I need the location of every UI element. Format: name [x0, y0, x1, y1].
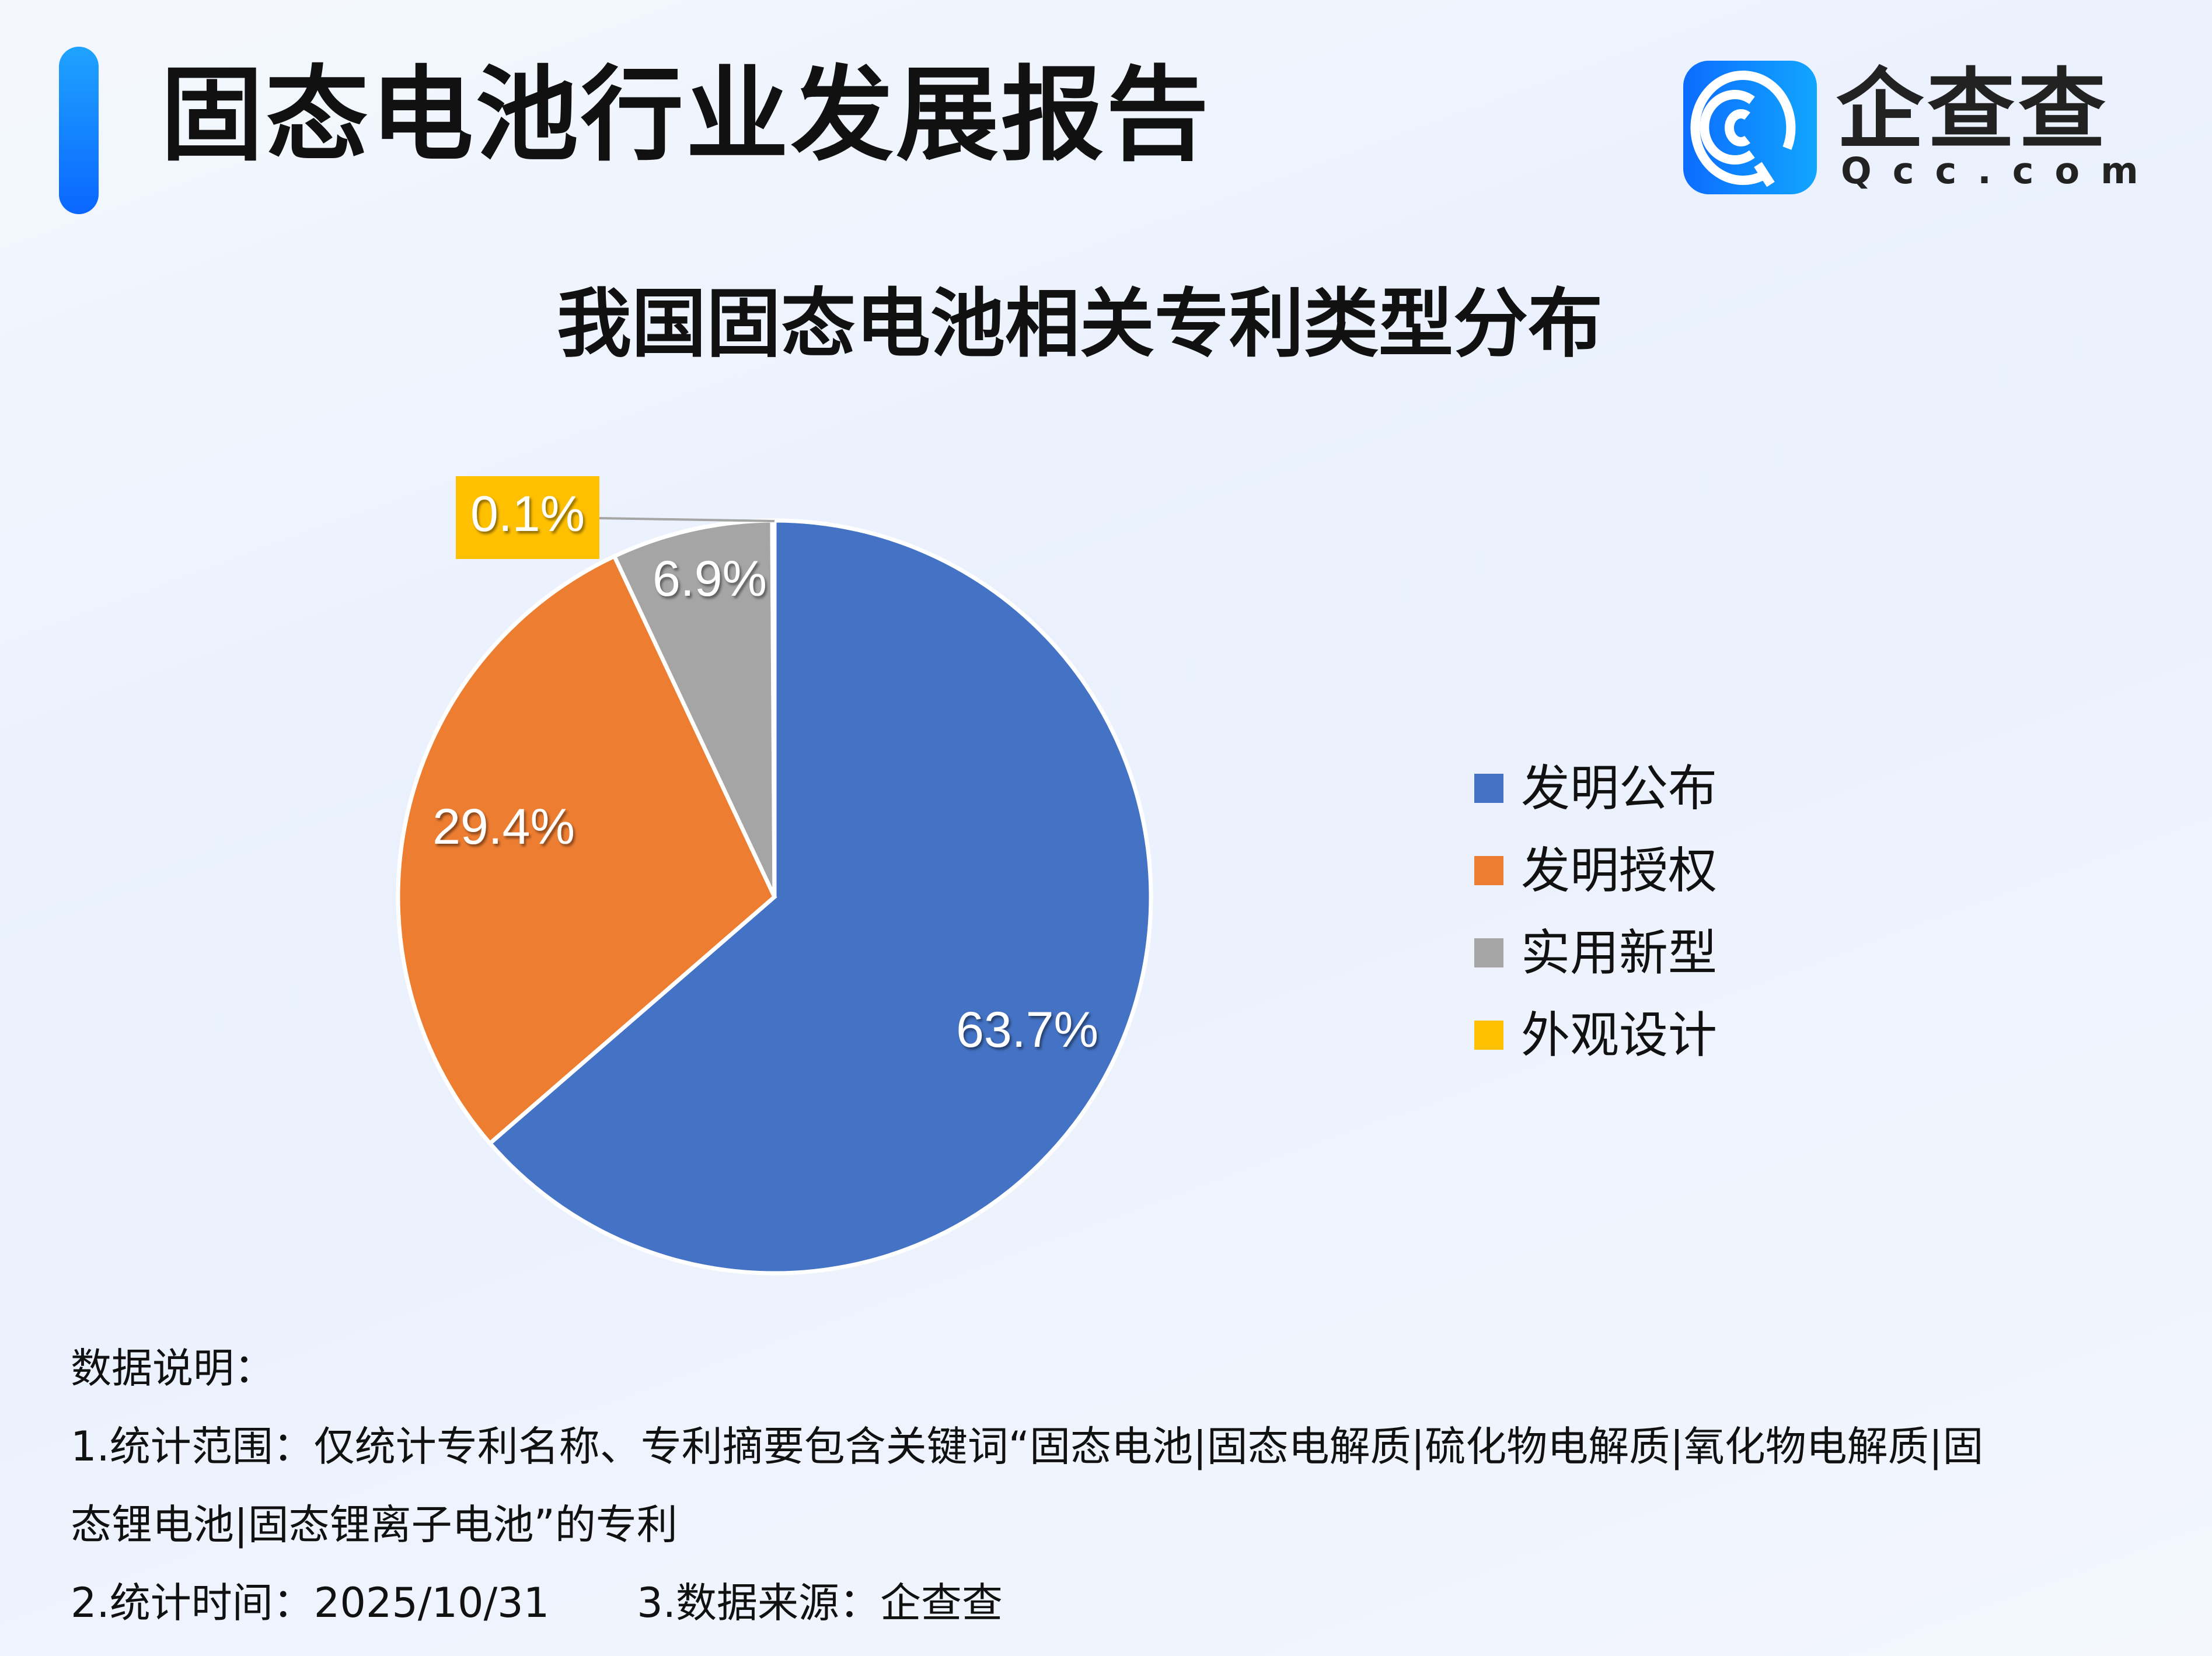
legend-swatch: [1474, 938, 1503, 967]
notes-time: 2.统计时间：2025/10/31: [71, 1579, 550, 1627]
legend-swatch: [1474, 855, 1503, 885]
data-label-3: 6.9%: [653, 551, 767, 607]
legend-swatch: [1474, 1020, 1503, 1050]
legend-label: 外观设计: [1521, 1006, 1718, 1064]
legend-label: 发明授权: [1521, 841, 1718, 899]
data-label-1: 63.7%: [956, 1002, 1098, 1058]
notes-source: 3.数据来源：企查查: [637, 1579, 1003, 1627]
legend-item: 发明公布: [1474, 747, 1717, 829]
title-accent-bar: [59, 47, 99, 214]
pie-slice-2: [396, 553, 777, 1147]
data-label-2: 29.4%: [432, 799, 575, 855]
legend-label: 实用新型: [1521, 924, 1718, 981]
legend-item: 发明授权: [1474, 829, 1717, 911]
legend-swatch: [1474, 773, 1503, 803]
data-label-box-4: [456, 476, 599, 559]
qcc-logo-icon: [1683, 61, 1817, 194]
pie-slice-4: [770, 518, 777, 897]
legend-label: 发明公布: [1521, 759, 1718, 817]
data-label-4: 0.1%: [470, 486, 585, 542]
report-title: 固态电池行业发展报告: [161, 55, 1212, 175]
data-notes: 数据说明： 1.统计范围：仅统计专利名称、专利摘要包含关键词“固态电池|固态电解…: [71, 1329, 1983, 1642]
qcc-logo: 企查查 Qcc.com: [1683, 60, 2138, 196]
legend-item: 实用新型: [1474, 911, 1717, 994]
notes-heading: 数据说明：: [71, 1344, 275, 1392]
logo-text-cn: 企查查: [1836, 60, 2110, 161]
chart-title: 我国固态电池相关专利类型分布: [556, 281, 1603, 368]
notes-scope-line2: 态锂电池|固态锂离子电池”的专利: [71, 1501, 678, 1549]
leader-line: [599, 517, 775, 522]
notes-scope-line1: 1.统计范围：仅统计专利名称、专利摘要包含关键词“固态电池|固态电解质|硫化物电…: [71, 1423, 1984, 1470]
logo-text-en: Qcc.com: [1841, 149, 2159, 192]
chart-legend: 发明公布发明授权实用新型外观设计: [1474, 747, 1717, 1076]
legend-item: 外观设计: [1474, 994, 1717, 1076]
pie-slice-1: [487, 518, 1153, 1276]
